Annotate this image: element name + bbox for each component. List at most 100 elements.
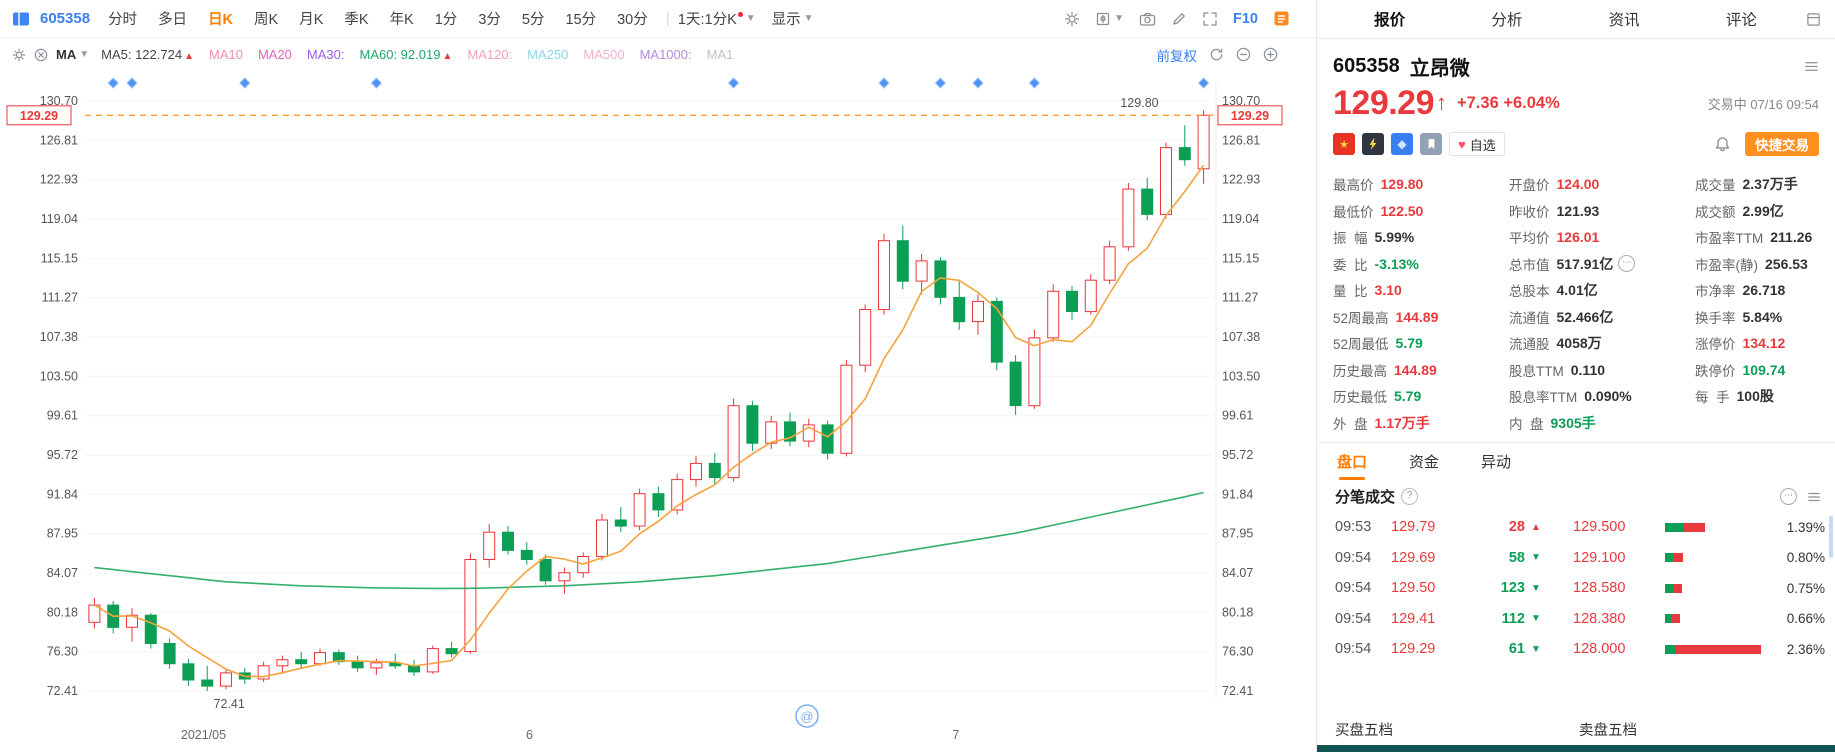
- ma-dropdown[interactable]: MA ▼: [56, 47, 89, 62]
- volume-bar: [1665, 583, 1761, 593]
- watch-board-icon[interactable]: [1273, 10, 1290, 27]
- panel-menu-icon[interactable]: [1804, 59, 1819, 74]
- period-tab-15分[interactable]: 15分: [565, 12, 597, 28]
- ma-indicator-item[interactable]: MA10: [209, 47, 243, 62]
- app-logo-icon[interactable]: [12, 11, 30, 27]
- svg-text:130.70: 130.70: [40, 94, 78, 108]
- svg-text:119.04: 119.04: [1222, 212, 1259, 226]
- level-percent: 0.75%: [1786, 580, 1825, 596]
- trade-row[interactable]: 09:54 129.69 58 ▼ 129.100 0.80%: [1335, 543, 1825, 574]
- period-tab-30分[interactable]: 30分: [617, 12, 648, 28]
- zoom-out-icon[interactable]: [1236, 47, 1251, 62]
- display-dropdown[interactable]: 显示 ▼: [772, 8, 814, 29]
- ma-indicator-bar: MA ▼ MA5: 122.724 ▲ MA10 MA20 MA30: MA60: 92.0…: [0, 38, 1316, 71]
- svg-text:115.15: 115.15: [41, 251, 78, 265]
- period-tab-周K[interactable]: 周K: [254, 12, 279, 28]
- tab-分析[interactable]: 分析: [1491, 12, 1523, 29]
- trade-row[interactable]: 09:54 129.29 61 ▼ 128.000 2.36%: [1335, 634, 1825, 665]
- depth-tab-买盘五档[interactable]: 买盘五档: [1335, 723, 1393, 739]
- stat-value: 4058万: [1556, 335, 1602, 352]
- indicator-settings-icon[interactable]: [12, 48, 26, 62]
- tab-资讯[interactable]: 资讯: [1608, 12, 1640, 29]
- grid-lines: [85, 83, 1217, 699]
- candle-style-dropdown[interactable]: ▼: [1095, 11, 1124, 27]
- quote-panel: 报价 分析 资讯 评论 605358 立昂微 129.29 ↑ +7.36 +6.04…: [1317, 0, 1835, 752]
- period-tab-月K[interactable]: 月K: [299, 12, 324, 28]
- gem-badge-icon[interactable]: ◆: [1391, 133, 1413, 155]
- trade-row[interactable]: 09:54 129.50 123 ▼ 128.580 0.75%: [1335, 573, 1825, 604]
- period-tab-5分[interactable]: 5分: [521, 12, 545, 28]
- tick-list-icon[interactable]: [1807, 490, 1821, 504]
- depth-tab-卖盘五档[interactable]: 卖盘五档: [1579, 723, 1637, 739]
- event-markers[interactable]: [107, 77, 1210, 89]
- interval-dropdown[interactable]: 1天:1分K ▼: [678, 8, 756, 29]
- lightning-margin-icon[interactable]: [1362, 133, 1384, 155]
- help-icon[interactable]: ?: [1401, 488, 1419, 505]
- stat-label: 市盈率TTM: [1695, 231, 1764, 247]
- chevron-down-icon: ▼: [79, 49, 90, 60]
- trade-volume: 61: [1508, 641, 1525, 658]
- stat-value: 5.79: [1395, 335, 1423, 352]
- tab-评论[interactable]: 评论: [1725, 12, 1757, 29]
- reset-zoom-icon[interactable]: [1209, 47, 1224, 62]
- ma-indicator-item[interactable]: MA500: [583, 47, 624, 62]
- subtab-异动[interactable]: 异动: [1481, 454, 1512, 471]
- stat-cell: 涨停价 134.12: [1695, 330, 1823, 357]
- ma-indicator-item[interactable]: MA5: 122.724 ▲: [101, 47, 194, 62]
- tick-trades-header: 分笔成交 ? ⋯: [1317, 480, 1835, 510]
- x-axis-labels: 2021/05 6 7: [181, 728, 960, 742]
- quick-trade-button[interactable]: 快捷交易: [1745, 132, 1819, 156]
- camera-icon[interactable]: [1139, 11, 1156, 27]
- tick-more-icon[interactable]: ⋯: [1780, 488, 1797, 505]
- event-marker-icon: [126, 77, 138, 89]
- draw-pencil-icon[interactable]: [1171, 11, 1187, 27]
- svg-text:76.30: 76.30: [47, 645, 78, 659]
- fullscreen-icon[interactable]: [1202, 11, 1218, 27]
- ma-indicator-item[interactable]: MA1: [707, 47, 734, 62]
- svg-text:103.50: 103.50: [40, 369, 78, 383]
- stat-label: 52周最低: [1333, 337, 1389, 353]
- panel-expand-icon[interactable]: [1806, 12, 1821, 27]
- ma-indicator-item[interactable]: MA20: [258, 47, 292, 62]
- stat-value: 211.26: [1770, 229, 1813, 246]
- ma-indicator-label: MA1000:: [639, 47, 692, 62]
- scrollbar-thumb[interactable]: [1829, 516, 1833, 558]
- trade-row[interactable]: 09:53 129.79 28 ▲ 129.500 1.39%: [1335, 512, 1825, 543]
- stat-label: 最低价: [1333, 204, 1374, 220]
- ma-indicator-item[interactable]: MA250: [527, 47, 568, 62]
- add-watchlist-button[interactable]: ♥ 自选: [1449, 132, 1505, 156]
- ma-indicator-item[interactable]: MA1000:: [640, 47, 692, 62]
- trading-status: 交易中 07/16 09:54: [1707, 96, 1819, 112]
- trade-row[interactable]: 09:54 129.41 112 ▼ 128.380 0.66%: [1335, 604, 1825, 635]
- f10-button[interactable]: F10: [1233, 10, 1258, 27]
- period-tab-年K[interactable]: 年K: [389, 12, 414, 28]
- gear-icon[interactable]: [1064, 11, 1080, 27]
- period-tab-3分[interactable]: 3分: [478, 12, 501, 28]
- alert-bell-icon[interactable]: [1714, 136, 1731, 153]
- period-tab-1分[interactable]: 1分: [434, 12, 458, 28]
- subtab-资金[interactable]: 资金: [1409, 454, 1440, 471]
- stat-value: 4.01亿: [1556, 282, 1598, 299]
- ma-indicator-item[interactable]: MA120:: [467, 47, 512, 62]
- ma-indicator-item[interactable]: MA60: 92.019 ▲: [360, 47, 453, 62]
- tab-报价[interactable]: 报价: [1374, 12, 1406, 29]
- period-tab-分时[interactable]: 分时: [108, 12, 138, 28]
- ma-indicator-item[interactable]: MA30:: [307, 47, 345, 62]
- close-indicator-icon[interactable]: [34, 48, 48, 62]
- zoom-in-icon[interactable]: [1263, 47, 1278, 62]
- subtab-盘口[interactable]: 盘口: [1337, 443, 1367, 480]
- trade-time: 09:54: [1335, 610, 1372, 627]
- stock-badges-row: ★ ◆ ♥ 自选 快捷交易: [1317, 123, 1835, 163]
- level-percent: 0.66%: [1786, 611, 1825, 627]
- period-tab-季K[interactable]: 季K: [344, 12, 369, 28]
- period-tab-日K[interactable]: 日K: [208, 12, 234, 28]
- period-tab-多日[interactable]: 多日: [158, 12, 188, 28]
- adjust-mode-button[interactable]: 前复权: [1156, 48, 1198, 64]
- up-arrow-icon: ▲: [184, 51, 194, 62]
- chart-controls: 前复权: [1157, 45, 1305, 65]
- bookmark-report-icon[interactable]: [1420, 133, 1442, 155]
- stat-label: 振 幅: [1333, 231, 1368, 247]
- candlestick-chart[interactable]: 130.70 130.70 126.81 126.81 122.93 122.93 119.…: [0, 71, 1316, 753]
- market-cap-more-icon[interactable]: ⋯: [1618, 255, 1636, 273]
- ma-indicator-label: MA250: [527, 47, 569, 62]
